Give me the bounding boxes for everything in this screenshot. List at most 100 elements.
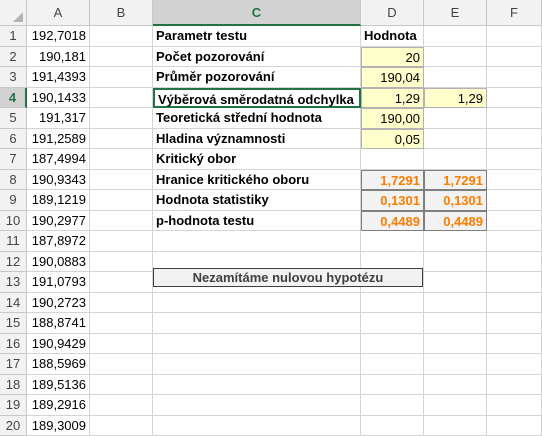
row-header[interactable]: 20 xyxy=(0,415,27,436)
cell-d15[interactable] xyxy=(361,313,424,334)
cell-e12[interactable] xyxy=(424,251,487,272)
cell-c16[interactable] xyxy=(153,333,361,354)
cell-b18[interactable] xyxy=(90,374,153,395)
cell-f11[interactable] xyxy=(487,231,542,252)
cell-f2[interactable] xyxy=(487,46,542,67)
cell-e1[interactable] xyxy=(424,26,487,47)
row-header[interactable]: 3 xyxy=(0,67,27,88)
cell-d11[interactable] xyxy=(361,231,424,252)
cell-b13[interactable] xyxy=(90,272,153,293)
cell-f12[interactable] xyxy=(487,251,542,272)
cell-e6[interactable] xyxy=(424,128,487,149)
row-header[interactable]: 8 xyxy=(0,169,27,190)
cell-c15[interactable] xyxy=(153,313,361,334)
row-header[interactable]: 5 xyxy=(0,108,27,129)
cell-a1[interactable]: 192,7018 xyxy=(27,26,90,47)
cell-b15[interactable] xyxy=(90,313,153,334)
row-header[interactable]: 14 xyxy=(0,292,27,313)
cell-b16[interactable] xyxy=(90,333,153,354)
cell-c8[interactable]: Hranice kritického oboru xyxy=(153,169,361,190)
cell-c20[interactable] xyxy=(153,415,361,436)
cell-c7[interactable]: Kritický obor xyxy=(153,149,361,170)
cell-e2[interactable] xyxy=(424,46,487,67)
row-header[interactable]: 13 xyxy=(0,272,27,293)
cell-b4[interactable] xyxy=(90,87,153,108)
cell-e14[interactable] xyxy=(424,292,487,313)
cell-e19[interactable] xyxy=(424,395,487,416)
cell-b14[interactable] xyxy=(90,292,153,313)
cell-e3[interactable] xyxy=(424,67,487,88)
cell-d1[interactable]: Hodnota xyxy=(361,26,424,47)
cell-d2[interactable]: 20 xyxy=(361,46,424,67)
cell-d8[interactable]: 1,7291 xyxy=(361,169,424,190)
cell-b9[interactable] xyxy=(90,190,153,211)
cell-d5[interactable]: 190,00 xyxy=(361,108,424,129)
cell-a20[interactable]: 189,3009 xyxy=(27,415,90,436)
cell-f20[interactable] xyxy=(487,415,542,436)
cell-a14[interactable]: 190,2723 xyxy=(27,292,90,313)
column-header-c[interactable]: C xyxy=(153,0,361,26)
cell-f17[interactable] xyxy=(487,354,542,375)
column-header-b[interactable]: B xyxy=(90,0,153,26)
cell-b7[interactable] xyxy=(90,149,153,170)
cell-a16[interactable]: 190,9429 xyxy=(27,333,90,354)
cell-b3[interactable] xyxy=(90,67,153,88)
cell-a6[interactable]: 191,2589 xyxy=(27,128,90,149)
cell-e4[interactable]: 1,29 xyxy=(424,87,487,108)
cell-d10[interactable]: 0,4489 xyxy=(361,210,424,231)
cell-b20[interactable] xyxy=(90,415,153,436)
cell-c3[interactable]: Průměr pozorování xyxy=(153,67,361,88)
cell-e15[interactable] xyxy=(424,313,487,334)
cell-d9[interactable]: 0,1301 xyxy=(361,190,424,211)
cell-e10[interactable]: 0,4489 xyxy=(424,210,487,231)
cell-f14[interactable] xyxy=(487,292,542,313)
cell-f15[interactable] xyxy=(487,313,542,334)
cell-a8[interactable]: 190,9343 xyxy=(27,169,90,190)
cell-a4[interactable]: 190,1433 xyxy=(27,87,90,108)
cell-e20[interactable] xyxy=(424,415,487,436)
cell-f7[interactable] xyxy=(487,149,542,170)
cell-b12[interactable] xyxy=(90,251,153,272)
cell-a3[interactable]: 191,4393 xyxy=(27,67,90,88)
row-header[interactable]: 12 xyxy=(0,251,27,272)
cell-a9[interactable]: 189,1219 xyxy=(27,190,90,211)
row-header[interactable]: 17 xyxy=(0,354,27,375)
cell-b17[interactable] xyxy=(90,354,153,375)
cell-b8[interactable] xyxy=(90,169,153,190)
cell-d13[interactable] xyxy=(361,272,424,293)
row-header[interactable]: 15 xyxy=(0,313,27,334)
cell-e11[interactable] xyxy=(424,231,487,252)
cell-a5[interactable]: 191,317 xyxy=(27,108,90,129)
cell-a7[interactable]: 187,4994 xyxy=(27,149,90,170)
cell-d4[interactable]: 1,29 xyxy=(361,87,424,108)
cell-e17[interactable] xyxy=(424,354,487,375)
cell-f9[interactable] xyxy=(487,190,542,211)
cell-f10[interactable] xyxy=(487,210,542,231)
cell-d20[interactable] xyxy=(361,415,424,436)
row-header[interactable]: 2 xyxy=(0,46,27,67)
cell-d7[interactable] xyxy=(361,149,424,170)
cell-e18[interactable] xyxy=(424,374,487,395)
cell-a17[interactable]: 188,5969 xyxy=(27,354,90,375)
cell-c17[interactable] xyxy=(153,354,361,375)
cell-b11[interactable] xyxy=(90,231,153,252)
cell-b2[interactable] xyxy=(90,46,153,67)
column-header-e[interactable]: E xyxy=(424,0,487,26)
cell-a19[interactable]: 189,2916 xyxy=(27,395,90,416)
row-header[interactable]: 9 xyxy=(0,190,27,211)
cell-c1[interactable]: Parametr testu xyxy=(153,26,361,47)
cell-a15[interactable]: 188,8741 xyxy=(27,313,90,334)
cell-c2[interactable]: Počet pozorování xyxy=(153,46,361,67)
row-header[interactable]: 11 xyxy=(0,231,27,252)
row-header[interactable]: 19 xyxy=(0,395,27,416)
cell-d17[interactable] xyxy=(361,354,424,375)
cell-a10[interactable]: 190,2977 xyxy=(27,210,90,231)
cell-b5[interactable] xyxy=(90,108,153,129)
cell-f6[interactable] xyxy=(487,128,542,149)
cell-d18[interactable] xyxy=(361,374,424,395)
column-header-a[interactable]: A xyxy=(27,0,90,26)
cell-b6[interactable] xyxy=(90,128,153,149)
cell-e7[interactable] xyxy=(424,149,487,170)
cell-a2[interactable]: 190,181 xyxy=(27,46,90,67)
row-header[interactable]: 6 xyxy=(0,128,27,149)
